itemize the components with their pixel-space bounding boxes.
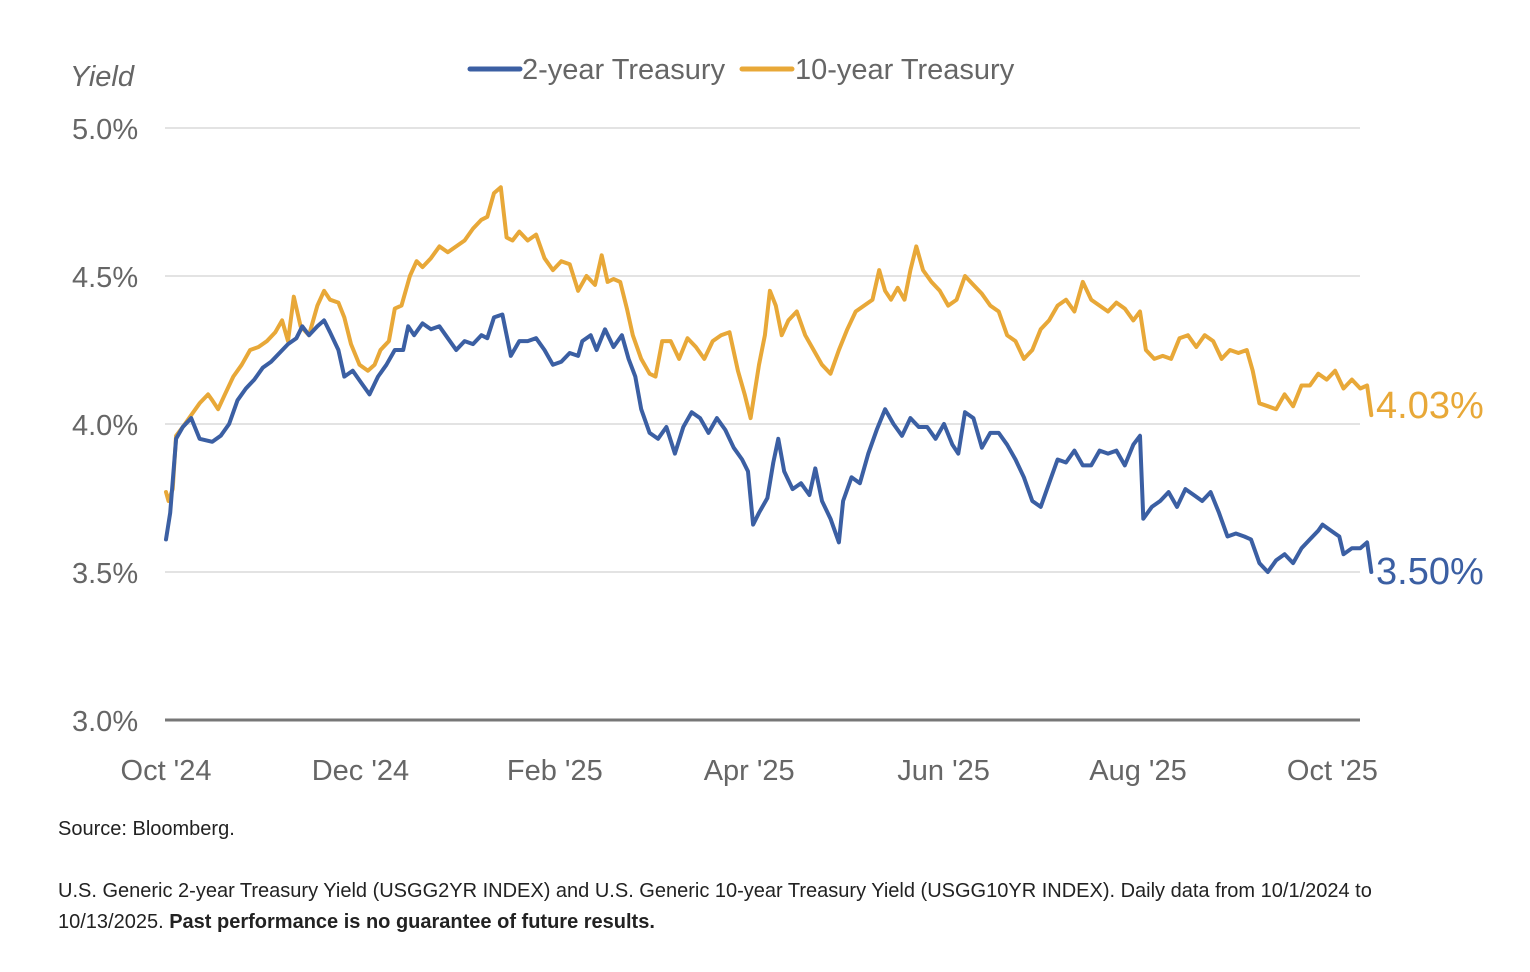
x-tick-label: Dec '24 bbox=[312, 755, 409, 787]
x-tick-label: Aug '25 bbox=[1089, 755, 1186, 787]
footnote-disclaimer: Past performance is no guarantee of futu… bbox=[169, 911, 655, 933]
footnote: U.S. Generic 2-year Treasury Yield (USGG… bbox=[58, 876, 1468, 938]
y-tick-label: 5.0% bbox=[72, 114, 138, 146]
yield-chart: Yield 2-year Treasury 10-year Treasury 5… bbox=[70, 54, 1484, 787]
end-label-10-year: 4.03% bbox=[1376, 385, 1484, 427]
grid-lines bbox=[165, 127, 1360, 722]
legend-label-2-year: 2-year Treasury bbox=[522, 54, 726, 86]
x-tick-label: Oct '24 bbox=[121, 755, 212, 787]
end-label-2-year: 3.50% bbox=[1376, 551, 1484, 593]
series-line-10-year bbox=[164, 185, 1374, 503]
y-tick-label: 3.0% bbox=[72, 706, 138, 738]
x-tick-label: Feb '25 bbox=[507, 755, 603, 787]
footnote-text: U.S. Generic 2-year Treasury Yield (USGG… bbox=[58, 880, 1372, 933]
x-tick-label: Apr '25 bbox=[704, 755, 795, 787]
x-tick-label: Oct '25 bbox=[1287, 755, 1378, 787]
legend-label-10-year: 10-year Treasury bbox=[795, 54, 1015, 86]
series-line-2-year bbox=[164, 312, 1374, 574]
y-tick-label: 4.5% bbox=[72, 262, 138, 294]
legend: 2-year Treasury 10-year Treasury bbox=[467, 54, 1015, 86]
y-axis-title: Yield bbox=[70, 61, 135, 93]
y-tick-label: 3.5% bbox=[72, 558, 138, 590]
y-axis: 5.0% 4.5% 4.0% 3.5% 3.0% bbox=[72, 114, 138, 738]
x-axis: Oct '24 Dec '24 Feb '25 Apr '25 Jun '25 Aug '… bbox=[121, 755, 1378, 787]
source-note: Source: Bloomberg. bbox=[58, 818, 235, 840]
y-tick-label: 4.0% bbox=[72, 410, 138, 442]
series-lines bbox=[164, 185, 1374, 574]
x-tick-label: Jun '25 bbox=[897, 755, 990, 787]
